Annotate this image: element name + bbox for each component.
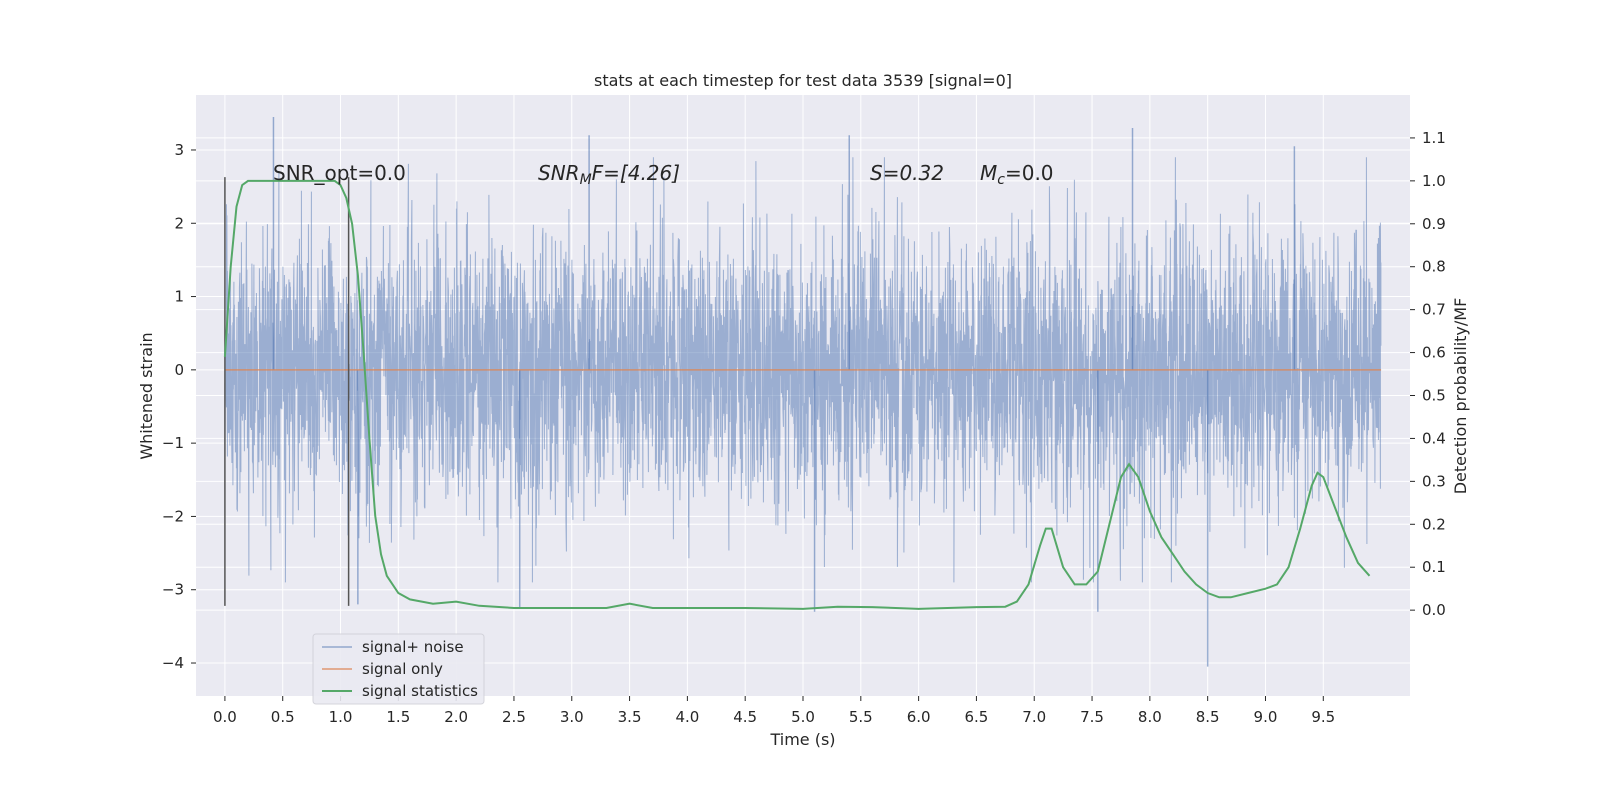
y-tick-label: 2 bbox=[174, 214, 184, 232]
noise-trace bbox=[224, 157, 1382, 583]
y-axis-ticks: 3 2 1 0 −1 −2 −3 −4 bbox=[162, 141, 196, 672]
x-tick-label: 7.0 bbox=[1022, 708, 1046, 726]
x-axis-ticks: 0.0 0.5 1.0 1.5 2.0 2.5 3.0 3.5 4.0 4.5 5.0 5.5 6.0 6… bbox=[213, 696, 1335, 726]
y2-tick-label: 0.4 bbox=[1422, 429, 1446, 447]
y2-axis-label: Detection probability/MF bbox=[1451, 298, 1470, 495]
annotation-snr-mf: SNRMF=[4.26] bbox=[538, 161, 680, 188]
x-tick-label: 9.0 bbox=[1254, 708, 1278, 726]
y-tick-label: −4 bbox=[162, 654, 184, 672]
y-tick-label: −3 bbox=[162, 581, 184, 599]
x-tick-label: 0.0 bbox=[213, 708, 237, 726]
annotation-s: S=0.32 bbox=[870, 161, 944, 185]
x-tick-label: 2.5 bbox=[502, 708, 526, 726]
y-tick-label: 1 bbox=[174, 288, 184, 306]
series-signal-statistics bbox=[223, 179, 1371, 610]
y2-tick-label: 0.5 bbox=[1422, 387, 1446, 405]
vertical-markers bbox=[224, 177, 350, 606]
y2-tick-label: 0.6 bbox=[1422, 344, 1446, 362]
plot-title: stats at each timestep for test data 353… bbox=[594, 71, 1012, 90]
x-tick-label: 4.5 bbox=[733, 708, 757, 726]
y2-tick-label: 1.0 bbox=[1422, 172, 1446, 190]
y2-tick-label: 0.3 bbox=[1422, 472, 1446, 490]
x-tick-label: 6.5 bbox=[964, 708, 988, 726]
x-tick-label: 7.5 bbox=[1080, 708, 1104, 726]
x-tick-label: 1.0 bbox=[329, 708, 353, 726]
annotation-snr-opt: SNR_opt=0.0 bbox=[273, 161, 406, 185]
y2-tick-label: 0.8 bbox=[1422, 258, 1446, 276]
legend-box bbox=[312, 633, 485, 705]
y2-tick-label: 0.2 bbox=[1422, 515, 1446, 533]
annotation-mc: Mc=0.0 bbox=[980, 161, 1054, 188]
y-tick-label: −1 bbox=[162, 434, 184, 452]
y-axis-label: Whitened strain bbox=[137, 332, 156, 459]
y2-tick-label: 0.0 bbox=[1422, 601, 1446, 619]
x-tick-label: 2.0 bbox=[444, 708, 468, 726]
y2-tick-label: 0.9 bbox=[1422, 215, 1446, 233]
x-tick-label: 6.0 bbox=[907, 708, 931, 726]
y-tick-label: 3 bbox=[174, 141, 184, 159]
y-tick-label: 0 bbox=[174, 361, 184, 379]
x-tick-label: 0.5 bbox=[271, 708, 295, 726]
x-tick-label: 8.0 bbox=[1138, 708, 1162, 726]
legend-label-stats: signal statistics bbox=[362, 682, 478, 700]
x-axis-label: Time (s) bbox=[769, 730, 835, 749]
y2-tick-label: 0.7 bbox=[1422, 301, 1446, 319]
x-tick-label: 4.0 bbox=[675, 708, 699, 726]
x-tick-label: 9.5 bbox=[1311, 708, 1335, 726]
legend: signal+ noise signal only signal statist… bbox=[312, 633, 485, 705]
x-tick-label: 5.5 bbox=[849, 708, 873, 726]
y2-tick-label: 1.1 bbox=[1422, 129, 1446, 147]
legend-label-signal: signal only bbox=[362, 660, 443, 678]
legend-label-noise: signal+ noise bbox=[362, 638, 464, 656]
x-tick-label: 1.5 bbox=[386, 708, 410, 726]
series-signal-noise bbox=[224, 116, 1382, 667]
x-tick-label: 3.0 bbox=[560, 708, 584, 726]
x-tick-label: 8.5 bbox=[1196, 708, 1220, 726]
x-tick-label: 5.0 bbox=[791, 708, 815, 726]
y2-axis-ticks: 1.1 1.0 0.9 0.8 0.7 0.6 0.5 0.4 0.3 0.2 0.1 0.0 bbox=[1410, 129, 1446, 619]
y-tick-label: −2 bbox=[162, 507, 184, 525]
x-tick-label: 3.5 bbox=[618, 708, 642, 726]
y2-tick-label: 0.1 bbox=[1422, 558, 1446, 576]
